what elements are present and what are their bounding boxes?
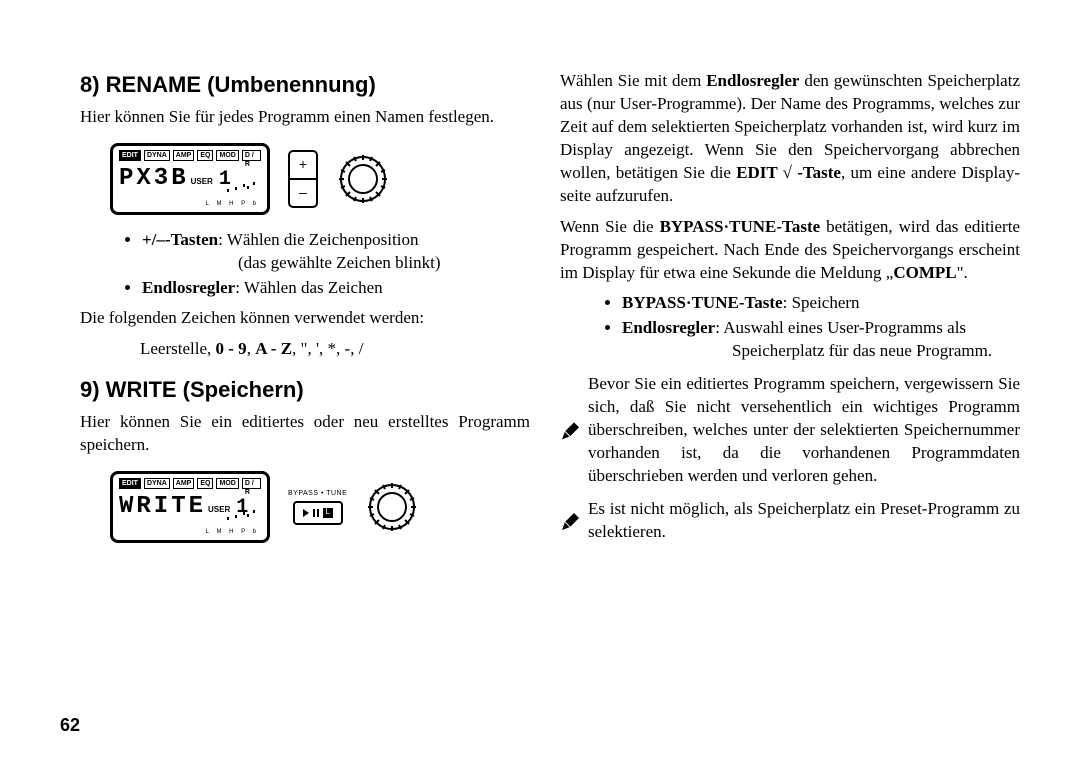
endless-dial-icon	[365, 480, 419, 534]
lcd-tab: DYNA	[144, 150, 170, 161]
write-controls-list: BYPASS·TUNE-Taste: Speichern Endlosregle…	[582, 292, 1020, 363]
caution-note: Es ist nicht möglich, als Speicherplatz …	[560, 498, 1020, 544]
rename-controls-list: +/–-Tasten: Wählen die Zeichenposition(d…	[102, 229, 530, 300]
lcd-scale: L M H P b	[206, 200, 259, 208]
lcd-tab: MOD	[216, 150, 238, 161]
manual-page: 8) RENAME (Umbenennung) Hier können Sie …	[0, 0, 1080, 766]
lcd-tab: AMP	[173, 478, 195, 489]
lcd-meter-icon	[227, 510, 257, 520]
lcd-text: WRITE	[119, 491, 206, 523]
list-item: Endlosregler: Wählen das Zeichen	[142, 277, 530, 300]
pencil-icon	[560, 498, 582, 544]
rename-figure: EDIT DYNA AMP EQ MOD D / R PX3B USER 1	[110, 143, 530, 215]
lcd-scale: L M H P b	[206, 528, 259, 536]
left-column: 8) RENAME (Umbenennung) Hier können Sie …	[80, 70, 530, 620]
lcd-tab: D / R	[242, 478, 261, 489]
play-icon	[303, 509, 309, 517]
heading-write: 9) WRITE (Speichern)	[80, 375, 530, 405]
heading-rename: 8) RENAME (Umbenennung)	[80, 70, 530, 100]
endless-dial-icon	[336, 152, 390, 206]
lcd-display-rename: EDIT DYNA AMP EQ MOD D / R PX3B USER 1	[110, 143, 270, 215]
bypass-tune-label: BYPASS • TUNE	[288, 489, 347, 498]
note-text: Bevor Sie ein editiertes Programm speich…	[588, 373, 1020, 488]
rename-intro: Hier können Sie für jedes Programm einen…	[80, 106, 530, 129]
lcd-user: USER	[191, 177, 213, 188]
lcd-tab: DYNA	[144, 478, 170, 489]
pencil-icon	[560, 373, 582, 488]
plus-minus-button: + –	[288, 150, 318, 208]
chars-list: Leerstelle, 0 - 9, A - Z, ", ', *, -, /	[140, 338, 530, 361]
lcd-tab-edit: EDIT	[119, 478, 141, 489]
plus-icon: +	[290, 152, 316, 180]
lcd-display-write: EDIT DYNA AMP EQ MOD D / R WRITE USER 1	[110, 471, 270, 543]
lcd-tab: AMP	[173, 150, 195, 161]
lcd-tab-edit: EDIT	[119, 150, 141, 161]
lcd-tab: D / R	[242, 150, 261, 161]
list-item: +/–-Tasten: Wählen die Zeichenposition(d…	[142, 229, 530, 275]
bypass-tune-button: BYPASS • TUNE L	[288, 489, 347, 524]
lcd-tab: EQ	[197, 150, 213, 161]
caution-note: Bevor Sie ein editiertes Programm speich…	[560, 373, 1020, 488]
l-icon: L	[323, 508, 333, 518]
page-number: 62	[60, 715, 80, 736]
write-figure: EDIT DYNA AMP EQ MOD D / R WRITE USER 1	[110, 471, 530, 543]
lcd-tab: EQ	[197, 478, 213, 489]
write-para1: Wählen Sie mit dem Endlosregler den gewü…	[560, 70, 1020, 208]
write-intro: Hier können Sie ein editiertes oder neu …	[80, 411, 530, 457]
lcd-text: PX3B	[119, 163, 189, 195]
lcd-meter-icon	[227, 182, 257, 192]
right-column: Wählen Sie mit dem Endlosregler den gewü…	[560, 70, 1020, 620]
lcd-tab: MOD	[216, 478, 238, 489]
pause-icon	[313, 509, 319, 517]
minus-icon: –	[290, 180, 316, 206]
list-item: Endlosregler: Auswahl eines User-Program…	[622, 317, 1020, 363]
note-text: Es ist nicht möglich, als Speicherplatz …	[588, 498, 1020, 544]
chars-intro: Die folgenden Zeichen können verwendet w…	[80, 307, 530, 330]
list-item: BYPASS·TUNE-Taste: Speichern	[622, 292, 1020, 315]
write-para2: Wenn Sie die BYPASS·TUNE-Taste betätigen…	[560, 216, 1020, 285]
